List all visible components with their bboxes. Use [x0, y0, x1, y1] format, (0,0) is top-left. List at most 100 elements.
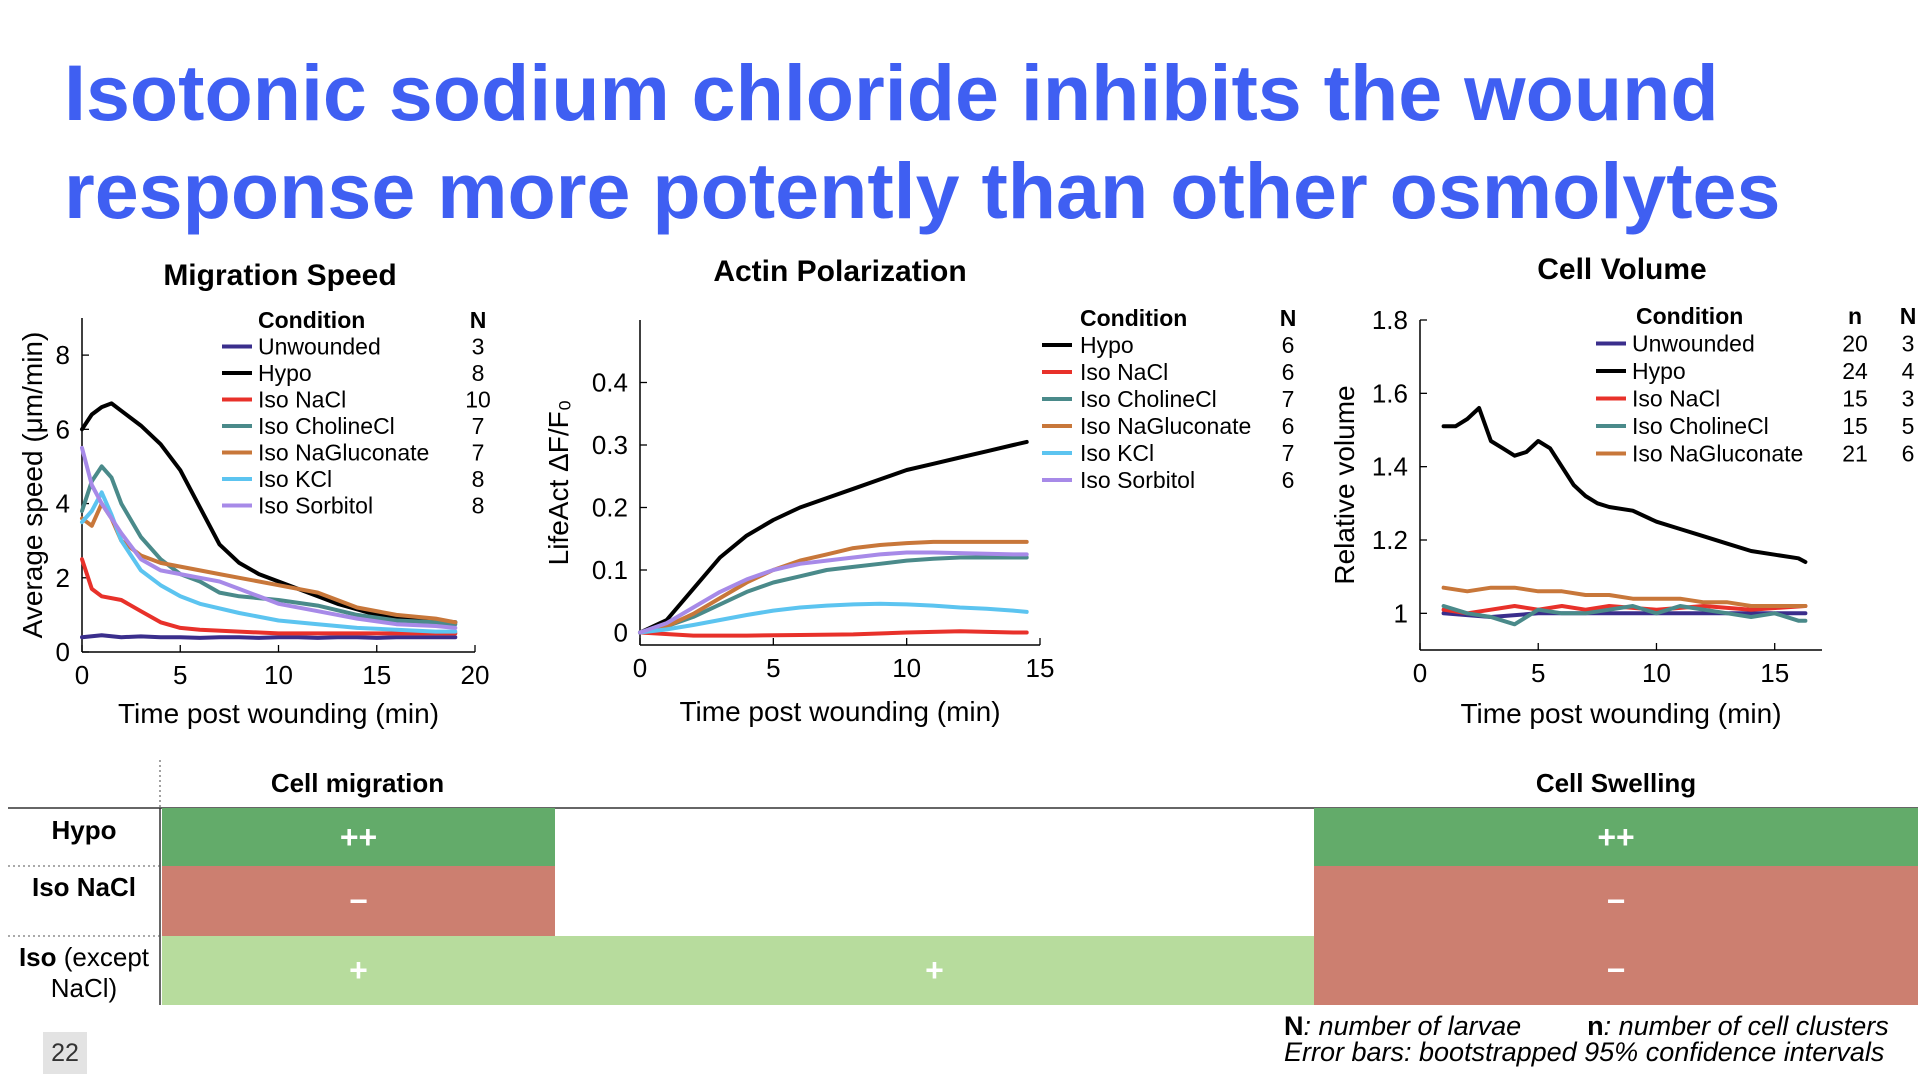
legend-count: 8: [472, 360, 485, 386]
col-header-cell-migration: Cell migration: [270, 768, 445, 798]
page-number: 22: [43, 1032, 87, 1074]
legend-label: Iso NaCl: [1080, 359, 1168, 385]
cell-iso-migration: +: [162, 936, 555, 1005]
y-tick-label: 0: [56, 637, 70, 667]
x-tick-label: 10: [264, 660, 293, 690]
chart-title: Migration Speed: [163, 259, 396, 292]
y-tick-label: 0.3: [592, 430, 628, 460]
legend-count: 6: [1282, 359, 1295, 385]
x-axis-label: Time post wounding (min): [1460, 698, 1781, 729]
legend-label: Hypo: [258, 360, 312, 386]
legend-header-count: n: [1848, 303, 1862, 329]
y-axis-label: LifeAct ΔF/F₀: [543, 400, 574, 566]
legend-count: 7: [472, 440, 485, 466]
series-iso-sorbitol: [638, 550, 1029, 635]
legend-header-count: N: [1280, 305, 1297, 331]
series-line: [80, 401, 458, 625]
legend-label: Iso NaCl: [1632, 386, 1720, 412]
footnotes: N: number of larvae n: number of cell clu…: [1284, 1011, 1889, 1067]
series-iso-nagluconate: [1441, 585, 1808, 608]
legend-label: Iso KCl: [1080, 440, 1154, 466]
series-line: [638, 539, 1029, 635]
x-tick-label: 15: [1760, 658, 1789, 688]
chart-title: Cell Volume: [1537, 253, 1706, 286]
series-iso-nacl: [638, 629, 1029, 638]
series-iso-nagluconate: [638, 539, 1029, 635]
series-line: [1441, 406, 1808, 564]
series-line: [1441, 585, 1808, 608]
row-label-iso-nacl: Iso NaCl: [31, 872, 137, 902]
legend-count: 7: [1282, 386, 1295, 412]
legend-label: Iso NaGluconate: [258, 440, 429, 466]
legend-count: 15: [1842, 386, 1868, 412]
y-tick-label: 0.4: [592, 368, 628, 398]
legend: Condition N Hypo 6 Iso NaCl 6 Iso CholineCl 7 Is…: [1042, 305, 1296, 493]
slide-title-line-2: response more potently than other osmoly…: [64, 146, 1781, 235]
legend-count: 8: [472, 493, 485, 519]
series-iso-kcl: [638, 601, 1029, 635]
legend-count: 6: [1282, 332, 1295, 358]
legend-count: 21: [1842, 441, 1868, 467]
col-header-cell-swelling: Cell Swelling: [1535, 768, 1697, 798]
cell-hypo-migration: ++: [162, 808, 555, 866]
x-tick-label: 0: [1413, 658, 1427, 688]
legend-count: 6: [1282, 467, 1295, 493]
y-tick-label: 1.6: [1372, 378, 1408, 408]
y-tick-label: 8: [56, 340, 70, 370]
footnote-counts: N: number of larvae n: number of cell clu…: [1284, 1011, 1889, 1041]
legend-label: Iso CholineCl: [1632, 413, 1769, 439]
series-unwounded: [80, 633, 458, 640]
y-tick-label: 0.2: [592, 493, 628, 523]
legend-count: 7: [472, 413, 485, 439]
slide-title-line-1: Isotonic sodium chloride inhibits the wo…: [64, 48, 1719, 137]
x-tick-label: 0: [633, 653, 647, 683]
x-tick-label: 0: [75, 660, 89, 690]
legend-count: 3: [1902, 331, 1915, 357]
legend-label: Hypo: [1080, 332, 1134, 358]
legend-header-count: N: [1900, 303, 1917, 329]
slide-title: Isotonic sodium chloride inhibits the wo…: [64, 44, 1884, 240]
legend: Condition N Unwounded 3 Hypo 8 Iso NaCl 10 Iso C…: [222, 307, 491, 519]
y-axis-label: Average speed (μm/min): [17, 332, 48, 639]
y-tick-label: 1.8: [1372, 305, 1408, 335]
row-label-iso-except-nacl: Iso (except NaCl): [18, 942, 150, 1003]
y-tick-label: 6: [56, 414, 70, 444]
cell-volume-chart: Cell Volume 0 5 10 15 1 1.2 1.4 1.6 1.8 Time post …: [1329, 253, 1917, 729]
x-tick-label: 10: [892, 653, 921, 683]
legend-label: Iso CholineCl: [258, 413, 395, 439]
legend-count: 10: [465, 387, 491, 413]
x-tick-label: 20: [461, 660, 490, 690]
series-line: [80, 633, 458, 640]
legend-header-condition: Condition: [1636, 303, 1743, 329]
row-label-hypo: Hypo: [51, 815, 117, 845]
cell-hypo-swelling: ++: [1314, 808, 1918, 866]
cell-iso-actin: +: [555, 936, 1314, 1005]
legend-count: 3: [1902, 386, 1915, 412]
legend-header-count: N: [470, 307, 487, 333]
series-line: [638, 601, 1029, 635]
series-line: [1441, 604, 1808, 627]
y-tick-label: 2: [56, 563, 70, 593]
series-line: [1441, 604, 1808, 616]
y-tick-label: 1: [1394, 598, 1408, 628]
x-tick-label: 5: [1531, 658, 1545, 688]
migration-speed-chart: Migration Speed 0 5 10 15 20 0 2 4 6 8 Time post wo…: [17, 259, 491, 729]
series-hypo: [638, 439, 1029, 635]
x-axis-label: Time post wounding (min): [679, 696, 1000, 727]
series-iso-sorbitol: [80, 445, 458, 630]
y-tick-label: 0: [614, 618, 628, 648]
series-line: [80, 490, 458, 634]
legend-label: Unwounded: [258, 334, 381, 360]
legend-count: 3: [472, 334, 485, 360]
y-axis-label: Relative volume: [1329, 385, 1360, 584]
cell-isonacl-swelling: −: [1314, 866, 1918, 936]
legend-label: Unwounded: [1632, 331, 1755, 357]
series-line: [80, 445, 458, 630]
actin-polarization-chart: Actin Polarization 0 5 10 15 0 0.1 0.2 0.3 0.4 Tim…: [543, 255, 1296, 727]
series-line: [1441, 611, 1808, 619]
series-line: [638, 439, 1029, 635]
legend-label: Iso CholineCl: [1080, 386, 1217, 412]
legend-count: 6: [1282, 413, 1295, 439]
footnote-errorbars: Error bars: bootstrapped 95% confidence …: [1284, 1037, 1885, 1067]
legend-label: Iso NaGluconate: [1080, 413, 1251, 439]
